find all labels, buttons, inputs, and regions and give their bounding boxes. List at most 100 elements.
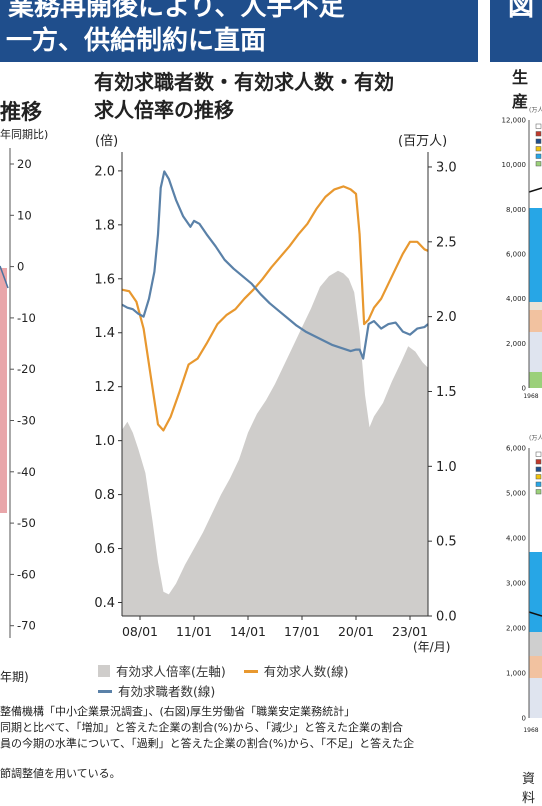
right-lower-legend-swatch bbox=[535, 481, 542, 487]
left-panel-bar bbox=[0, 268, 7, 513]
right-upper-tick-label: 4,000 bbox=[506, 295, 526, 303]
right-banner-fragment: 図 bbox=[508, 0, 535, 22]
plot-area: 0.4 0.6 0.8 1.0 1.2 1.4 1.6 1.8 2.0 0.0 0.5 1.0 1.5 2… bbox=[94, 152, 457, 639]
right-upper-tick-label: 2,000 bbox=[506, 340, 526, 348]
left-panel-tick-label: -10 bbox=[17, 311, 36, 325]
right-lower-tick-label: 3,000 bbox=[506, 580, 526, 588]
left-tick-label: 1.4 bbox=[94, 326, 115, 341]
right-tick-label: 3.0 bbox=[436, 160, 457, 175]
right-lower-black-line bbox=[528, 611, 542, 617]
banner-line-1: 業務再開後により、人手不足 bbox=[8, 0, 345, 22]
legend-swatch-ratio bbox=[98, 665, 110, 677]
right-upper-area-blue bbox=[529, 208, 542, 302]
source-notes: 整備機構「中小企業景況調査」、(右図)厚生労働省「職業安定業務統計」 同期と比べ… bbox=[0, 704, 542, 782]
right-lower-legend-swatch bbox=[535, 451, 542, 457]
right-upper-legend-swatch bbox=[535, 161, 542, 167]
series-openings-line bbox=[121, 185, 429, 432]
left-tick-label: 1.0 bbox=[94, 434, 115, 449]
right-upper-tick-label: 12,000 bbox=[502, 117, 527, 125]
left-panel-tick-label: -30 bbox=[17, 414, 36, 428]
source-line-4: 節調整値を用いている。 bbox=[0, 767, 121, 780]
right-upper-legend-swatch bbox=[535, 153, 542, 159]
x-tick-label: 20/01 bbox=[338, 624, 374, 639]
right-lower-area-peach bbox=[529, 656, 542, 678]
right-upper-tick-label: 10,000 bbox=[502, 161, 527, 169]
right-upper-unit: (万人) bbox=[529, 107, 542, 114]
left-axis-unit: (倍) bbox=[95, 134, 118, 149]
left-panel-tick-label: -70 bbox=[17, 619, 36, 633]
left-tick-label: 1.8 bbox=[94, 218, 115, 233]
right-upper-tick-label: 0 bbox=[522, 385, 526, 393]
right-tick-label: 2.0 bbox=[436, 310, 457, 325]
legend-swatch-openings bbox=[243, 670, 258, 673]
chart-title-line-2: 求人倍率の推移 bbox=[94, 98, 234, 122]
right-lower-legend-swatch bbox=[535, 489, 542, 495]
source-line-3: 員の今期の水準について、「過剰」と答えた企業の割合(%)から、「不足」と答えた企 bbox=[0, 737, 415, 750]
x-tick-label: 08/01 bbox=[122, 624, 158, 639]
right-banner: 図 bbox=[490, 0, 542, 62]
right-lower-area-blue bbox=[529, 552, 542, 632]
source-line-2: 同期と比べて、「増加」と答えた企業の割合(%)から、「減少」と答えた企業の割合 bbox=[0, 721, 404, 734]
right-lower-tick-label: 2,000 bbox=[506, 625, 526, 633]
slide-banner: 業務再開後により、人手不足 一方、供給制約に直面 bbox=[0, 0, 478, 62]
right-upper-x-label: 1968 bbox=[523, 393, 538, 400]
legend-item-seekers: 有効求職者数(線) bbox=[98, 682, 215, 702]
right-lower-tick-label: 0 bbox=[522, 715, 526, 723]
source-line-1: 整備機構「中小企業景況調査」、(右図)厚生労働省「職業安定業務統計」 bbox=[0, 705, 356, 718]
left-tick-label: 0.4 bbox=[94, 596, 115, 611]
right-upper-area-green bbox=[529, 372, 542, 388]
left-tick-label: 0.6 bbox=[94, 542, 115, 557]
right-upper-legend-swatch bbox=[535, 123, 542, 129]
right-tick-label: 2.5 bbox=[436, 235, 457, 250]
legend-item-ratio: 有効求人倍率(左軸) bbox=[98, 662, 226, 682]
left-tick-label: 0.8 bbox=[94, 488, 115, 503]
right-lower-unit: (万人) bbox=[529, 435, 542, 442]
x-tick-label: 11/01 bbox=[176, 624, 212, 639]
right-lower-legend-swatch bbox=[535, 459, 542, 465]
right-lower-legend-swatch bbox=[535, 466, 542, 472]
right-lower-x-label: 1968 bbox=[523, 727, 538, 734]
main-chart: (倍) (百万人) (年/月) 0.4 0.6 0.8 1.0 1.2 1.4 1.6 1.8… bbox=[94, 134, 457, 654]
legend-label-ratio: 有効求人倍率(左軸) bbox=[116, 664, 226, 679]
left-panel-chart: 20 10 0 -10 -20 -30 -40 -50 -60 -70 bbox=[0, 148, 36, 638]
chart-legend: 有効求人倍率(左軸) 有効求人数(線) 有効求職者数(線) bbox=[98, 662, 363, 702]
right-lower-legend-swatch bbox=[535, 474, 542, 480]
left-panel-subtitle: 年同期比) bbox=[0, 128, 49, 141]
right-lower-tick-label: 6,000 bbox=[506, 445, 526, 453]
left-panel-tick-label: -40 bbox=[17, 465, 36, 479]
right-upper-legend-swatch bbox=[535, 138, 542, 144]
right-lower-area-gray bbox=[529, 632, 542, 656]
right-panel-title: 生産 bbox=[512, 68, 529, 111]
right-axis-unit: (百万人) bbox=[398, 134, 447, 149]
right-upper-legend-swatch bbox=[535, 131, 542, 137]
right-tick-label: 0.0 bbox=[436, 610, 457, 625]
right-lower-tick-label: 5,000 bbox=[506, 490, 526, 498]
right-lower-tick-label: 1,000 bbox=[506, 670, 526, 678]
right-upper-area-peach bbox=[529, 310, 542, 332]
left-panel-tick-label: 20 bbox=[17, 157, 32, 171]
left-tick-label: 1.2 bbox=[94, 380, 115, 395]
left-panel-line bbox=[0, 265, 9, 289]
left-panel-tick-label: -50 bbox=[17, 516, 36, 530]
right-tick-label: 1.5 bbox=[436, 385, 457, 400]
chart-title-line-1: 有効求職者数・有効求人数・有効 bbox=[94, 70, 394, 94]
x-tick-label: 17/01 bbox=[284, 624, 320, 639]
legend-item-openings: 有効求人数(線) bbox=[243, 662, 349, 682]
right-tick-label: 1.0 bbox=[436, 460, 457, 475]
left-tick-label: 1.6 bbox=[94, 272, 115, 287]
chart-title: 有効求職者数・有効求人数・有効 求人倍率の推移 bbox=[94, 68, 474, 124]
right-upper-black-line bbox=[528, 187, 542, 193]
legend-label-seekers: 有効求職者数(線) bbox=[118, 684, 216, 699]
right-lower-area-lavender bbox=[529, 678, 542, 718]
right-tick-label: 0.5 bbox=[436, 535, 457, 550]
left-tick-label: 2.0 bbox=[94, 164, 115, 179]
x-tick-label: 23/01 bbox=[392, 624, 428, 639]
right-upper-tick-label: 6,000 bbox=[506, 251, 526, 259]
right-lower-tick-label: 4,000 bbox=[506, 535, 526, 543]
x-axis-unit: (年/月) bbox=[413, 640, 450, 654]
x-tick-label: 14/01 bbox=[230, 624, 266, 639]
left-panel-footer: 年期) bbox=[0, 670, 29, 684]
left-panel-title: 推移 bbox=[0, 100, 42, 124]
right-upper-tick-label: 8,000 bbox=[506, 206, 526, 214]
left-panel-tick-label: -60 bbox=[17, 567, 36, 581]
